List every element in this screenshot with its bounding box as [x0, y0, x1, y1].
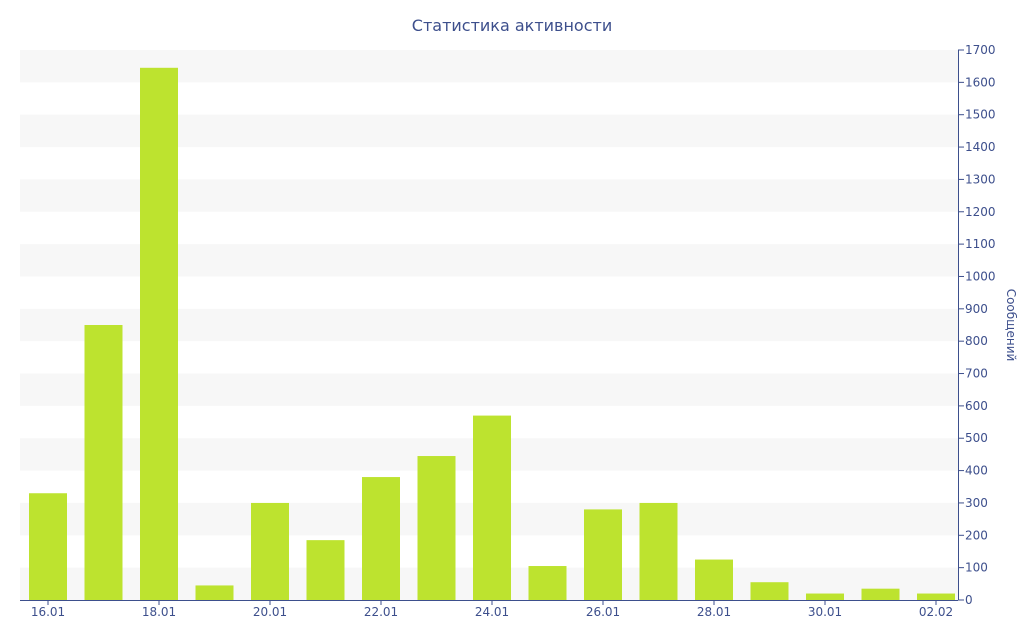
bar-23.01 — [417, 456, 456, 600]
x-tick-label: 16.01 — [31, 605, 65, 619]
bar-27.01 — [639, 502, 678, 600]
y-tick-label: 1100 — [965, 237, 996, 251]
x-tick-label: 24.01 — [475, 605, 509, 619]
bar-31.01 — [861, 588, 900, 600]
bar-24.01 — [473, 415, 511, 600]
y-tick-label: 0 — [965, 593, 973, 607]
y-tick-label: 1300 — [965, 172, 996, 186]
y-tick-label: 1600 — [965, 75, 996, 89]
y-tick-label: 1500 — [965, 108, 996, 122]
bar-25.01 — [528, 566, 567, 600]
y-tick-label: 400 — [965, 464, 988, 478]
x-tick-label: 18.01 — [142, 605, 176, 619]
bar-28.01 — [695, 559, 733, 600]
y-tick-label: 100 — [965, 561, 988, 575]
y-tick-label: 1000 — [965, 269, 996, 283]
x-tick-label: 28.01 — [697, 605, 731, 619]
x-tick-label: 02.02 — [919, 605, 953, 619]
bars — [29, 67, 955, 600]
axes: 16.01 18.01 20.01 22.01 24.01 26.01 28.01 30.01… — [20, 43, 1018, 619]
x-tick-label: 20.01 — [253, 605, 287, 619]
bar-17.01 — [84, 325, 123, 600]
bar-16.01 — [29, 493, 67, 600]
x-tick-label: 26.01 — [586, 605, 620, 619]
y-axis-title: Сообщений — [1004, 289, 1018, 362]
bar-30.01 — [806, 593, 844, 600]
y-tick-label: 700 — [965, 367, 988, 381]
y-tick-label: 1200 — [965, 205, 996, 219]
chart-title: Статистика активности — [412, 16, 612, 35]
bar-22.01 — [362, 477, 400, 600]
bar-19.01 — [195, 585, 234, 600]
bar-29.01 — [750, 582, 789, 600]
bar-02.02 — [917, 593, 955, 600]
bar-20.01 — [251, 502, 289, 600]
y-tick-label: 600 — [965, 399, 988, 413]
bar-21.01 — [306, 540, 345, 600]
bar-26.01 — [584, 509, 622, 600]
y-tick-label: 1700 — [965, 43, 996, 57]
y-tick-label: 300 — [965, 496, 988, 510]
y-tick-label: 800 — [965, 334, 988, 348]
y-tick-label: 900 — [965, 302, 988, 316]
y-tick-label: 1400 — [965, 140, 996, 154]
x-tick-label: 22.01 — [364, 605, 398, 619]
x-tick-label: 30.01 — [808, 605, 842, 619]
y-tick-label: 200 — [965, 528, 988, 542]
bar-18.01 — [140, 67, 178, 600]
y-tick-label: 500 — [965, 431, 988, 445]
